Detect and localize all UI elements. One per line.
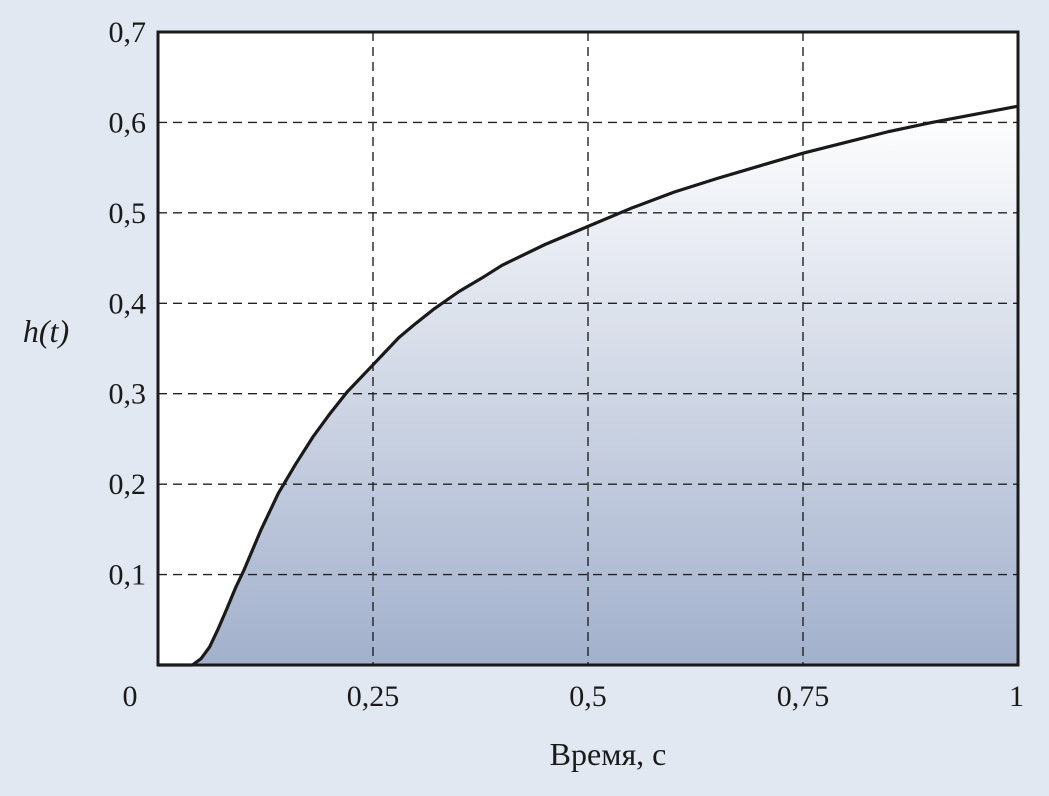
x-tick-label: 0,25 [347,680,400,713]
y-tick-label: 0,7 [109,16,147,49]
plot-frame [156,30,1020,667]
y-tick-label: 0,5 [109,197,147,230]
grid-lines [158,32,1018,665]
x-tick-label: 0,75 [777,680,830,713]
y-tick-labels: 0,1 0,2 0,3 0,4 0,5 0,6 0,7 [109,16,147,592]
x-axis-label: Время, с [550,736,667,772]
y-axis-label: h(t) [23,313,69,349]
y-tick-label: 0,3 [109,378,147,411]
x-tick-label: 0,5 [569,680,607,713]
y-tick-label: 0,6 [109,106,147,139]
x-tick-label: 1 [1009,680,1024,713]
y-tick-label: 0,4 [109,287,147,320]
y-tick-label: 0,2 [109,468,147,501]
data-curve-h [158,104,1019,667]
y-tick-label: 0,1 [109,559,147,592]
x-tick-label: 0 [123,680,138,713]
x-tick-labels: 0 0,25 0,5 0,75 1 [123,680,1025,713]
